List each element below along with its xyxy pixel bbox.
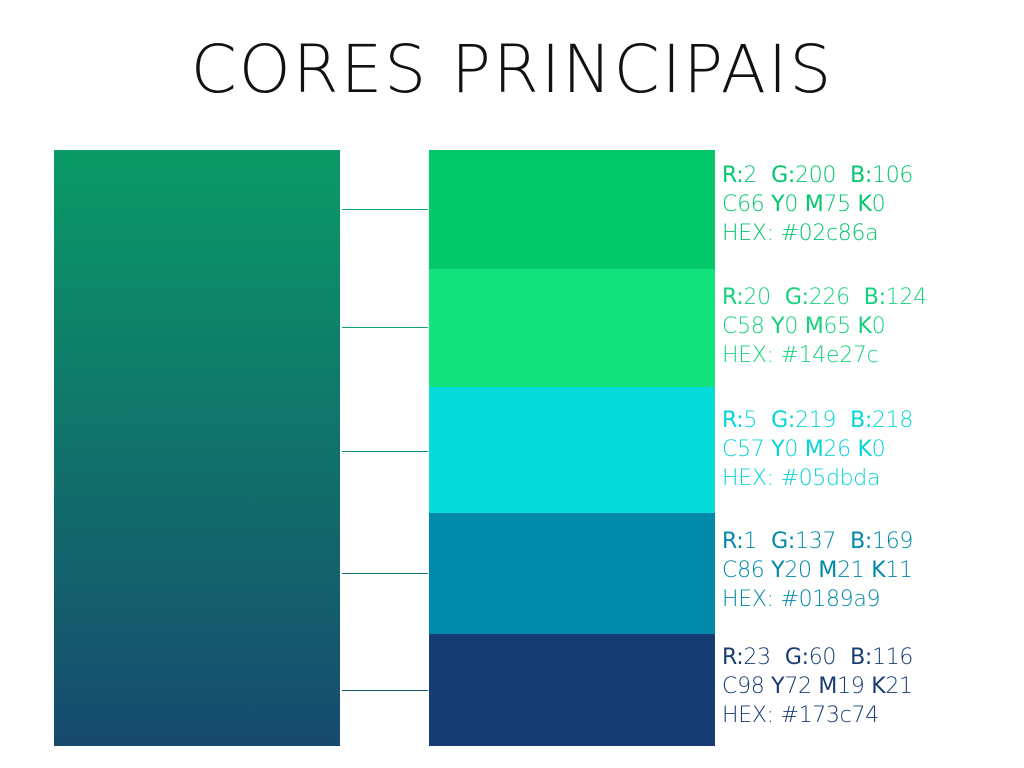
hex-line: HEX: #14e27c — [722, 343, 879, 368]
connector-line — [342, 451, 428, 452]
color-swatch — [429, 269, 715, 387]
color-swatch — [429, 513, 715, 634]
color-info: R:20 G:226 B:124 C58 Y0 M65 K0 HEX: #14e27… — [722, 283, 1012, 370]
hex-line: HEX: #0189a9 — [722, 587, 881, 612]
gradient-bar — [54, 150, 340, 746]
rgb-line: R:23 G:60 B:116 — [722, 645, 914, 670]
rgb-line: R:5 G:219 B:218 — [722, 408, 914, 433]
color-info: R:2 G:200 B:106 C66 Y0 M75 K0 HEX: #02c86a — [722, 161, 1012, 248]
cmyk-line: C66 Y0 M75 K0 — [722, 192, 886, 217]
color-swatch — [429, 634, 715, 746]
color-swatch — [429, 387, 715, 513]
connector-line — [342, 573, 428, 574]
cmyk-line: C86 Y20 M21 K11 — [722, 558, 913, 583]
hex-line: HEX: #05dbda — [722, 466, 881, 491]
rgb-line: R:2 G:200 B:106 — [722, 163, 914, 188]
color-info: R:1 G:137 B:169 C86 Y20 M21 K11 HEX: #0189… — [722, 527, 1012, 614]
connector-line — [342, 690, 428, 691]
color-info: R:5 G:219 B:218 C57 Y0 M26 K0 HEX: #05dbda — [722, 406, 1012, 493]
rgb-line: R:20 G:226 B:124 — [722, 285, 927, 310]
cmyk-line: C58 Y0 M65 K0 — [722, 314, 886, 339]
connector-line — [342, 209, 428, 210]
color-swatch — [429, 150, 715, 269]
hex-line: HEX: #173c74 — [722, 703, 879, 728]
hex-line: HEX: #02c86a — [722, 221, 879, 246]
cmyk-line: C98 Y72 M19 K21 — [722, 674, 913, 699]
rgb-line: R:1 G:137 B:169 — [722, 529, 914, 554]
color-info: R:23 G:60 B:116 C98 Y72 M19 K21 HEX: #173c… — [722, 643, 1012, 730]
cmyk-line: C57 Y0 M26 K0 — [722, 437, 886, 462]
page-title: CORES PRINCIPAIS — [190, 31, 834, 108]
connector-line — [342, 327, 428, 328]
